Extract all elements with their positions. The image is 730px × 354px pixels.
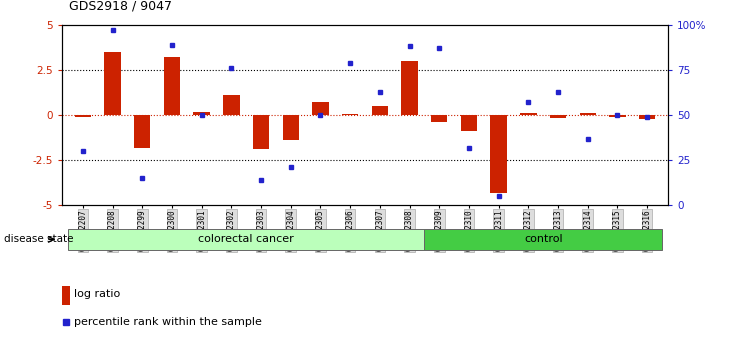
Bar bbox=[74, 115, 91, 117]
Text: control: control bbox=[524, 234, 563, 244]
Bar bbox=[312, 102, 328, 115]
Text: percentile rank within the sample: percentile rank within the sample bbox=[74, 317, 261, 327]
Bar bbox=[610, 115, 626, 117]
Bar bbox=[639, 115, 656, 119]
Bar bbox=[104, 52, 120, 115]
Bar bbox=[134, 115, 150, 148]
Bar bbox=[68, 229, 424, 250]
Bar bbox=[193, 112, 210, 115]
Bar bbox=[550, 115, 566, 118]
Bar bbox=[372, 106, 388, 115]
Text: disease state: disease state bbox=[4, 234, 73, 244]
Bar bbox=[342, 114, 358, 115]
Bar bbox=[580, 113, 596, 115]
Bar bbox=[164, 57, 180, 115]
Bar bbox=[283, 115, 299, 140]
Bar bbox=[491, 115, 507, 193]
Bar bbox=[402, 61, 418, 115]
Text: log ratio: log ratio bbox=[74, 289, 120, 299]
Bar bbox=[520, 113, 537, 115]
Bar bbox=[431, 115, 447, 122]
Bar bbox=[461, 115, 477, 131]
Bar bbox=[424, 229, 662, 250]
Text: GDS2918 / 9047: GDS2918 / 9047 bbox=[69, 0, 172, 12]
Text: colorectal cancer: colorectal cancer bbox=[199, 234, 294, 244]
Bar bbox=[62, 286, 70, 305]
Bar bbox=[223, 95, 239, 115]
Bar bbox=[253, 115, 269, 149]
